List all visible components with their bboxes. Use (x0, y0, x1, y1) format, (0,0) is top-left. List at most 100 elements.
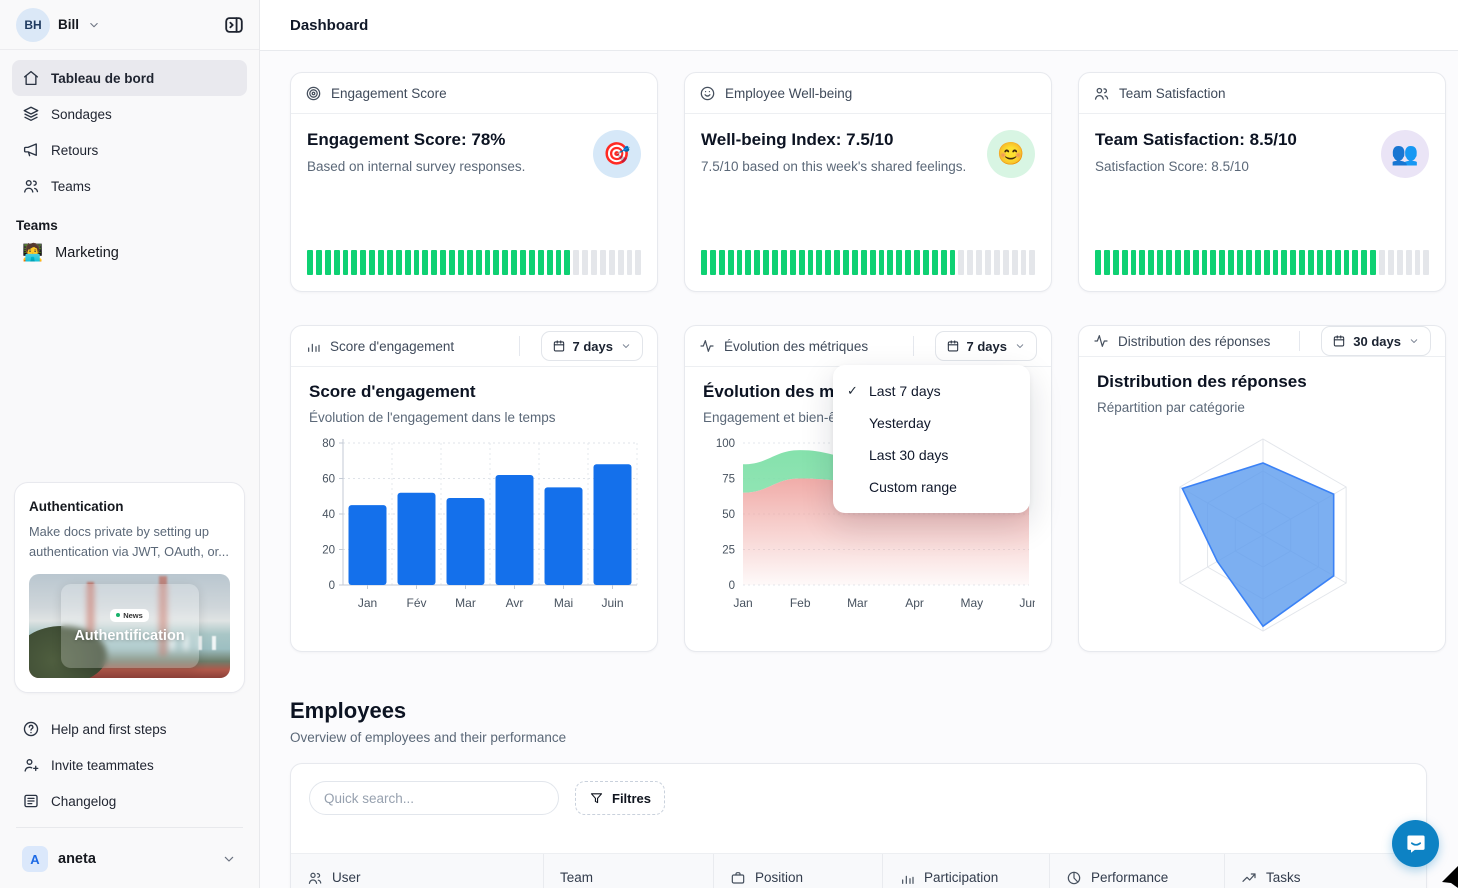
sidebar-item-marketing[interactable]: 🧑‍💻 Marketing (0, 235, 259, 269)
svg-text:50: 50 (722, 509, 735, 521)
column-header-performance[interactable]: Performance (1049, 854, 1224, 888)
svg-text:75: 75 (722, 474, 735, 486)
briefcase-icon (730, 870, 746, 886)
invite-teammates-link[interactable]: Invite teammates (12, 747, 247, 783)
distribution-radar-chart (1179, 438, 1347, 632)
menu-item[interactable]: ✓ Last 7 days (847, 383, 941, 399)
megaphone-icon (22, 141, 40, 159)
stat-card-engagement: Engagement Score Engagement Score: 78% B… (290, 72, 658, 292)
svg-text:Feb: Feb (790, 596, 811, 610)
range-dropdown-menu: ✓ Last 7 days Yesterday Last 30 days Custom … (833, 365, 1030, 513)
chevron-down-icon (1408, 335, 1420, 347)
avatar[interactable]: BH (16, 7, 50, 42)
employees-subtitle: Overview of employees and their performa… (290, 730, 567, 745)
employees-heading: Employees (290, 698, 407, 723)
svg-text:Mar: Mar (455, 596, 476, 610)
activity-icon (699, 338, 715, 354)
column-header-participation[interactable]: Participation (882, 854, 1049, 888)
chart-subtitle: Engagement et bien-être (703, 410, 852, 425)
column-header-position[interactable]: Position (713, 854, 882, 888)
promo-caption: Authentification (74, 627, 185, 644)
svg-text:60: 60 (322, 474, 335, 486)
news-dot-icon (116, 613, 121, 617)
trend-up-icon (1241, 870, 1257, 886)
user-plus-icon (22, 756, 40, 774)
sidebar-header: BH Bill (0, 0, 259, 50)
busts-emoji-icon: 👥 (1381, 130, 1429, 178)
promo-card-authentication[interactable]: Authentication Make docs private by sett… (14, 482, 245, 693)
column-header-user[interactable]: User (291, 854, 543, 888)
filters-button[interactable]: Filtres (575, 781, 666, 815)
employees-table-card: Filtres User Team Position Participation… (290, 763, 1427, 888)
stat-subtitle: Satisfaction Score: 8.5/10 (1095, 159, 1249, 174)
svg-text:0: 0 (729, 580, 735, 592)
menu-item[interactable]: Custom range (869, 479, 957, 495)
svg-text:Mai: Mai (554, 596, 573, 610)
stat-subtitle: Based on internal survey responses. (307, 159, 526, 174)
news-badge: News (110, 608, 149, 622)
chart-card-engagement-score: Score d'engagement 7 days Score d'engage… (290, 325, 658, 652)
svg-text:40: 40 (322, 509, 335, 521)
range-selector-button[interactable]: 30 days (1321, 326, 1431, 356)
sidebar-item-surveys[interactable]: Sondages (12, 96, 247, 132)
help-icon (22, 720, 40, 738)
range-selector-button[interactable]: 7 days (934, 331, 1037, 361)
chevron-down-icon[interactable] (87, 18, 101, 32)
stat-card-satisfaction: Team Satisfaction Team Satisfaction: 8.5… (1078, 72, 1446, 292)
menu-item[interactable]: Last 30 days (869, 447, 949, 463)
chart-subtitle: Évolution de l'engagement dans le temps (309, 410, 556, 425)
stat-card-header: Engagement Score (331, 85, 447, 101)
user-name[interactable]: Bill (58, 17, 80, 32)
chat-launcher-button[interactable] (1392, 820, 1439, 867)
chevron-down-icon (620, 340, 632, 352)
changelog-icon (22, 792, 40, 810)
column-header-tasks[interactable]: Tasks (1224, 854, 1428, 888)
check-icon: ✓ (847, 383, 858, 398)
svg-text:Jun: Jun (1019, 596, 1035, 610)
activity-icon (1093, 333, 1109, 349)
collapse-sidebar-button[interactable] (223, 14, 245, 36)
dart-emoji-icon: 🎯 (593, 130, 641, 178)
mouse-cursor (1442, 866, 1458, 888)
users-icon (22, 177, 40, 195)
search-input[interactable] (309, 781, 559, 815)
workspace-switcher[interactable]: A aneta (12, 836, 247, 888)
sidebar-item-feedback[interactable]: Retours (12, 132, 247, 168)
chart-subtitle: Répartition par catégorie (1097, 400, 1245, 415)
pie-chart-icon (1066, 870, 1082, 886)
svg-text:Juin: Juin (601, 596, 623, 610)
stat-subtitle: 7.5/10 based on this week's shared feeli… (701, 159, 967, 174)
calendar-icon (946, 339, 960, 353)
chat-bubble-icon (1406, 835, 1425, 853)
svg-text:25: 25 (722, 545, 735, 557)
table-header-row: User Team Position Participation Perform… (291, 853, 1426, 888)
promo-image[interactable]: News Authentification (29, 574, 230, 678)
layers-icon (22, 105, 40, 123)
workspace-name: aneta (58, 851, 96, 867)
funnel-icon (589, 791, 604, 806)
sidebar-item-dashboard[interactable]: Tableau de bord (12, 60, 247, 96)
stat-title: Well-being Index: 7.5/10 (701, 130, 894, 149)
svg-text:100: 100 (716, 438, 735, 450)
chart-card-response-distribution: Distribution des réponses 30 days Distri… (1078, 325, 1446, 652)
sidebar-item-label: Teams (51, 178, 91, 194)
svg-text:Apr: Apr (905, 596, 924, 610)
calendar-icon (552, 339, 566, 353)
smile-emoji-icon: 😊 (987, 130, 1035, 178)
progress-bar (291, 250, 657, 291)
menu-item[interactable]: Yesterday (869, 415, 931, 431)
workspace-avatar: A (22, 846, 48, 872)
bar-chart-icon (899, 870, 915, 886)
progress-bar (1079, 250, 1445, 291)
calendar-icon (1332, 334, 1346, 348)
users-icon (307, 870, 323, 886)
help-link[interactable]: Help and first steps (12, 711, 247, 747)
column-header-team[interactable]: Team (543, 854, 713, 888)
range-selector-button[interactable]: 7 days (540, 331, 643, 361)
topbar: Dashboard (260, 0, 1458, 51)
smile-icon (699, 85, 716, 102)
technologist-emoji-icon: 🧑‍💻 (22, 243, 44, 262)
sidebar-item-teams[interactable]: Teams (12, 168, 247, 204)
stat-card-header: Employee Well-being (725, 85, 853, 101)
changelog-link[interactable]: Changelog (12, 783, 247, 819)
